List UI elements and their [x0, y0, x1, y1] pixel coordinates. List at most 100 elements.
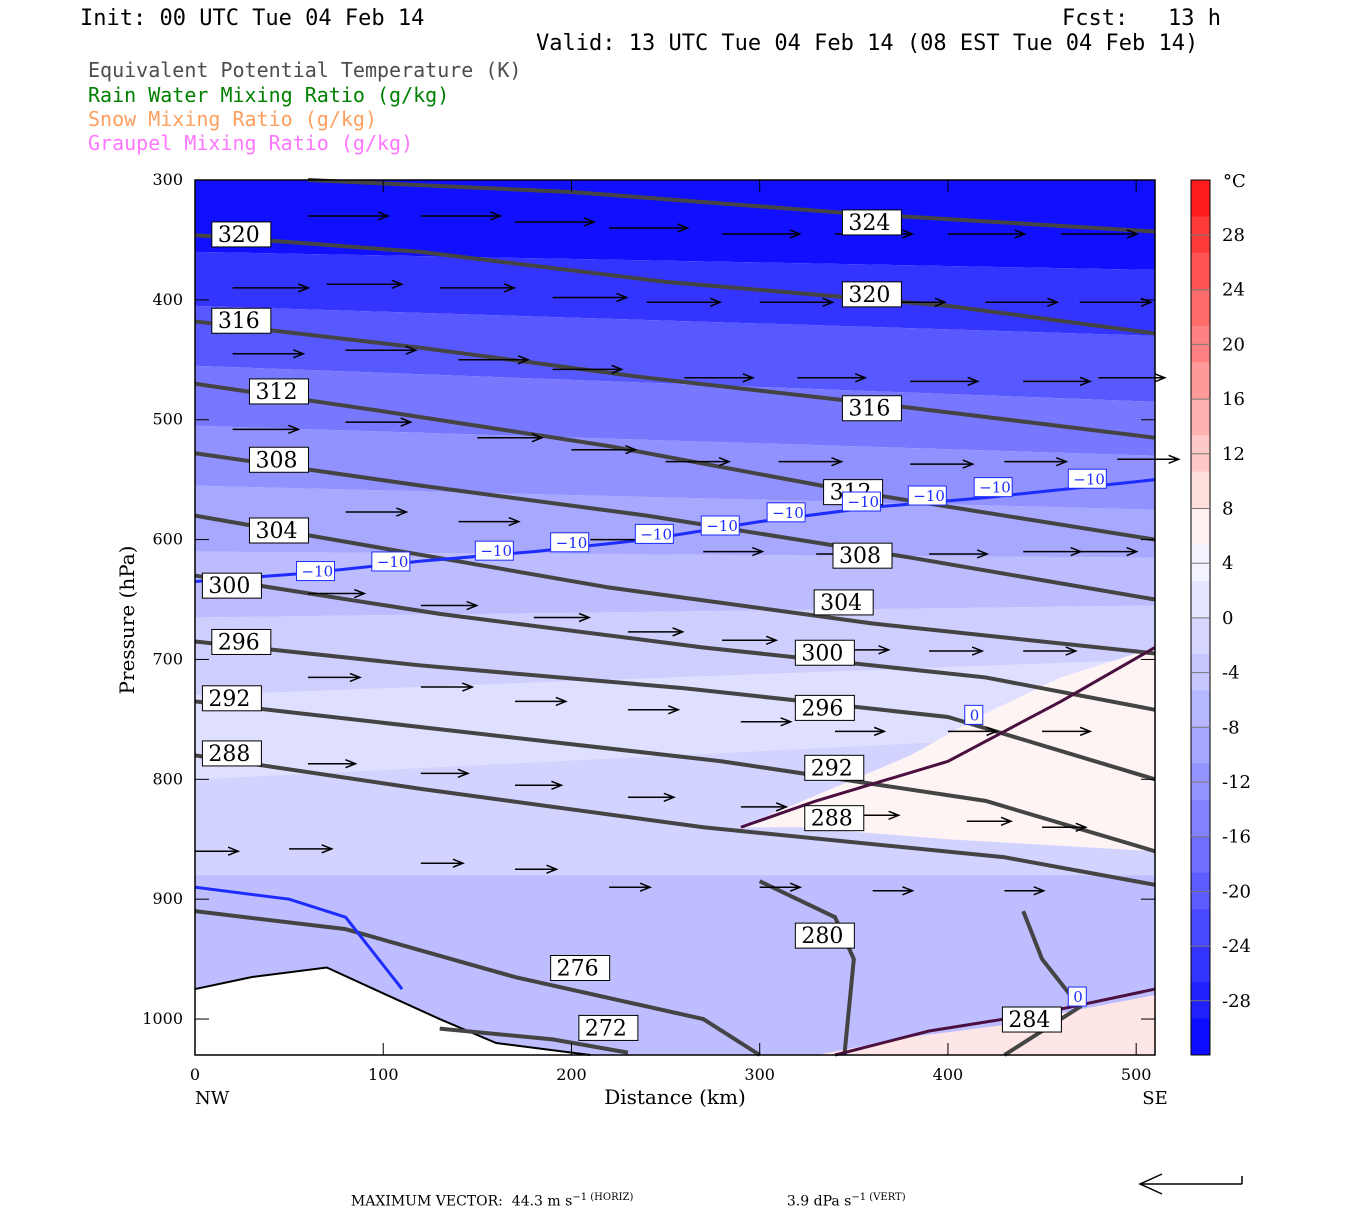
wind-vector-head [789, 229, 802, 239]
theta-e-label-box [550, 954, 611, 981]
wind-vector-head [508, 516, 521, 527]
temperature-band-10 [195, 875, 1155, 1055]
x-tick-label: 300 [744, 1065, 775, 1084]
wind-vector-head [667, 705, 681, 715]
x-axis-label: Distance (km) [604, 1085, 746, 1109]
x-tick-label: 0 [190, 1065, 200, 1084]
legend-graupel: Graupel Mixing Ratio (g/kg) [88, 131, 414, 155]
wind-vector-head [578, 612, 592, 623]
temperature-band-8 [195, 659, 1155, 780]
wind-vector-head [551, 780, 564, 791]
temperature-label-box [1067, 986, 1087, 1007]
theta-e-label: 304 [820, 591, 862, 616]
wind-vector-head [1126, 546, 1139, 557]
wind-vector-head [1014, 229, 1027, 239]
wind-vector-head [1075, 822, 1088, 832]
x-end-label-left: NW [195, 1088, 230, 1109]
wind-vector-head [718, 456, 732, 467]
wind-vector-head [555, 696, 568, 707]
colorbar-segment [1191, 398, 1210, 436]
theta-e-label-box [201, 572, 262, 599]
y-tick-label: 900 [152, 889, 183, 908]
wind-vector-head [1079, 376, 1093, 387]
wind-vector-head [490, 211, 503, 221]
wind-vector-head [775, 802, 789, 812]
terrain-outline [194, 966, 591, 1056]
wind-vector-head [873, 726, 887, 737]
colorbar-segment [1191, 180, 1210, 217]
temperature-label-box [964, 704, 984, 725]
wind-vector-head [677, 223, 690, 233]
forecast-hour: Fcst: 13 h [1062, 6, 1221, 31]
theta-e-label: 296 [218, 630, 260, 655]
colorbar-tick-label: -12 [1222, 772, 1251, 793]
colorbar-segment [1191, 508, 1210, 546]
colorbar-tick-label: 0 [1222, 608, 1233, 629]
plot-frame [194, 179, 1156, 1056]
colorbar-tick-label: -8 [1222, 717, 1240, 738]
theta-e-label-box [248, 446, 309, 473]
theta-e-label: 312 [255, 380, 297, 405]
wind-vector-head [517, 355, 531, 365]
vert-text: 3.9 dPa s [786, 1193, 852, 1210]
temperature-label: −10 [706, 517, 738, 535]
colorbar-tick-label: -20 [1222, 881, 1251, 902]
theta-e-label: 284 [1008, 1008, 1050, 1033]
colorbar-segment [1191, 726, 1210, 764]
theta-e-label: 308 [839, 544, 881, 569]
theta-e-label-box [578, 1014, 639, 1041]
wind-vector-head [780, 717, 793, 727]
theta-e-contour-304 [194, 513, 1156, 656]
temperature-label: −10 [772, 504, 804, 522]
temperature-label: −10 [979, 479, 1011, 497]
colorbar-tick-label: 16 [1222, 389, 1245, 410]
colorbar-tick-label: -28 [1222, 991, 1251, 1012]
temperature-label-box [973, 477, 1013, 498]
temperature-label: −10 [377, 553, 409, 571]
y-tick-label: 500 [152, 410, 183, 429]
theta-e-label: 272 [585, 1016, 627, 1041]
wind-vector-head [663, 792, 676, 802]
max-vector-text: MAXIMUM VECTOR: 44.3 m s [350, 1193, 573, 1210]
colorbar-tick-label: -16 [1222, 827, 1251, 848]
theta-e-label: 300 [208, 574, 250, 599]
freezing-line-surface [834, 987, 1156, 1057]
temperature-label: −10 [480, 542, 512, 560]
theta-e-contour-320 [194, 233, 1156, 336]
temperature-label: −10 [913, 487, 945, 505]
theta-e-label: 324 [848, 211, 890, 236]
wind-vector-head [822, 297, 835, 307]
colorbar-segment [1191, 1018, 1210, 1056]
wind-vector-head [709, 297, 723, 307]
wind-vector-head [1154, 373, 1167, 383]
wind-vector-head [400, 417, 413, 427]
theta-e-label: 292 [811, 756, 853, 781]
temperature-label-box [296, 561, 336, 582]
temperature-label: −10 [640, 525, 672, 543]
wind-vector-head [531, 433, 544, 443]
theta-e-label: 300 [801, 641, 843, 666]
init-time: Init: 00 UTC Tue 04 Feb 14 [80, 6, 425, 31]
colorbar-segment [1191, 617, 1210, 655]
theta-e-contour-292 [194, 699, 1156, 854]
theta-e-label-box [841, 395, 902, 422]
wind-vector-head [1033, 886, 1046, 896]
wind-vector-head [854, 373, 868, 383]
colorbar-segment [1191, 252, 1210, 290]
colorbar-tick-label: 28 [1222, 225, 1245, 246]
theta-e-label-box [211, 628, 272, 655]
theta-e-label-box [804, 754, 865, 781]
theta-e-label-box [841, 209, 902, 236]
theta-e-label: 276 [557, 956, 599, 981]
theta-e-contour-308 [194, 451, 1156, 602]
theta-e-contour-288 [194, 753, 1156, 887]
theta-e-contour-312 [194, 381, 1156, 542]
wind-vector-head [546, 864, 559, 874]
wind-vector-head [1055, 456, 1069, 467]
wind-vector-head [462, 682, 475, 692]
theta-e-label: 292 [208, 687, 250, 712]
temperature-band-2 [195, 305, 1155, 402]
wind-vector-head [901, 229, 915, 239]
theta-e-label-box [813, 589, 874, 616]
legend-rain: Rain Water Mixing Ratio (g/kg) [88, 83, 450, 107]
